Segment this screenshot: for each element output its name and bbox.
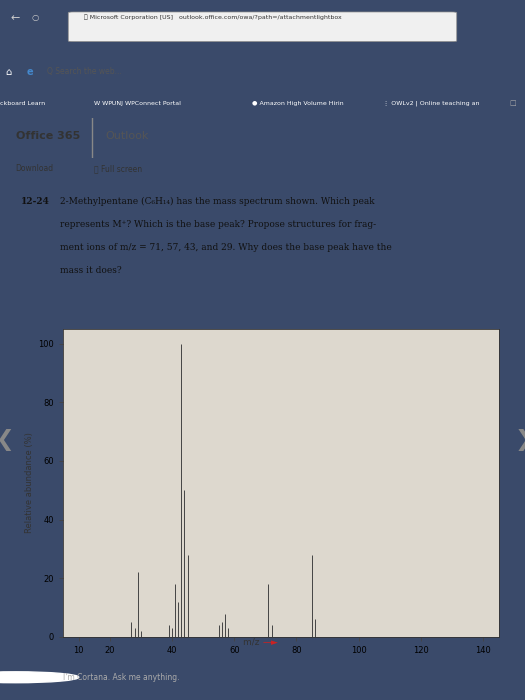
Text: ⤢ Full screen: ⤢ Full screen (94, 164, 143, 173)
Text: Download: Download (16, 164, 54, 173)
Circle shape (0, 672, 79, 682)
Text: ←: ← (10, 13, 20, 22)
Text: Outlook: Outlook (105, 131, 149, 141)
Text: ○: ○ (32, 13, 39, 22)
Text: Q Search the web...: Q Search the web... (47, 67, 122, 76)
Text: m/z: m/z (243, 638, 262, 647)
Text: ⋮ OWLv2 | Online teaching an: ⋮ OWLv2 | Online teaching an (383, 101, 480, 106)
Text: ❯: ❯ (514, 428, 525, 451)
Text: I'm Cortana. Ask me anything.: I'm Cortana. Ask me anything. (63, 673, 180, 682)
Text: □: □ (509, 100, 516, 106)
Text: —►: —► (262, 638, 278, 647)
Text: ment ions of m/z = 71, 57, 43, and 29. Why does the base peak have the: ment ions of m/z = 71, 57, 43, and 29. W… (60, 244, 392, 252)
Y-axis label: Relative abundance (%): Relative abundance (%) (25, 433, 34, 533)
Text: represents M⁺? Which is the base peak? Propose structures for frag-: represents M⁺? Which is the base peak? P… (60, 220, 376, 229)
Text: ⌂: ⌂ (5, 66, 12, 77)
Text: ❮: ❮ (0, 428, 15, 451)
Text: ● Amazon High Volume Hirin: ● Amazon High Volume Hirin (252, 101, 344, 106)
Text: Office 365: Office 365 (16, 131, 80, 141)
Text: 🔒 Microsoft Corporation [US]   outlook.office.com/owa/?path=/attachmentlightbox: 🔒 Microsoft Corporation [US] outlook.off… (84, 15, 342, 20)
Text: W WPUNJ WPConnect Portal: W WPUNJ WPConnect Portal (94, 101, 181, 106)
Text: 12-24: 12-24 (20, 197, 49, 206)
Text: mass it does?: mass it does? (60, 267, 122, 275)
Text: 2-Methylpentane (C₆H₁₄) has the mass spectrum shown. Which peak: 2-Methylpentane (C₆H₁₄) has the mass spe… (60, 197, 375, 206)
Text: ckboard Learn: ckboard Learn (0, 101, 45, 106)
FancyBboxPatch shape (68, 12, 457, 41)
Text: e: e (26, 66, 33, 77)
